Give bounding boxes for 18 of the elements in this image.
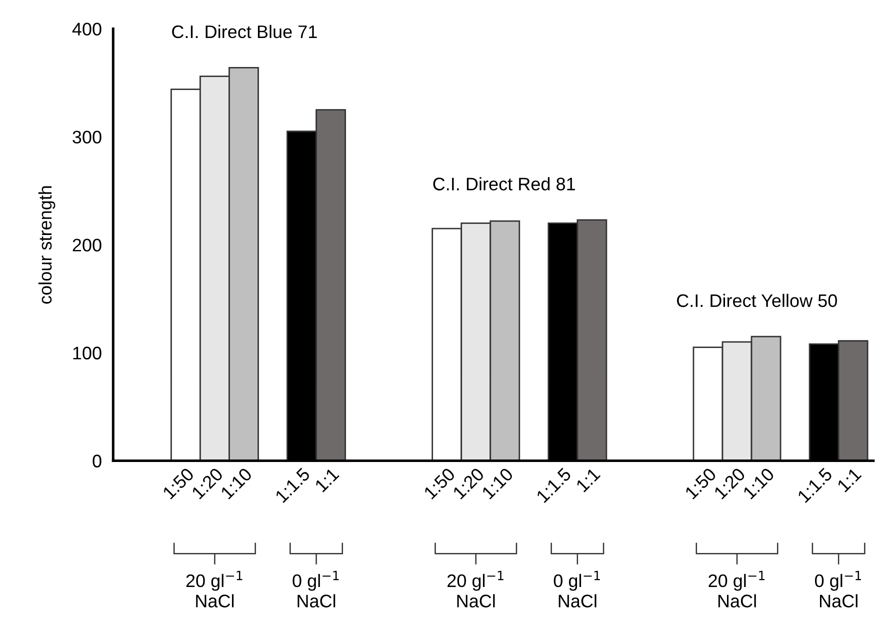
x-tick-label: 1:1	[576, 467, 601, 492]
y-tick-label: 400	[72, 22, 102, 36]
y-tick-label: 200	[72, 238, 102, 252]
text: 20 gl$^{−1}$ NaCl	[186, 570, 242, 608]
text: 0 gl$^{−1}$ NaCl	[554, 570, 600, 608]
y-tick-label: 100	[73, 346, 102, 360]
text: 20 gl$^{−1}$ NaCl	[448, 570, 504, 608]
y-tick-label: 300	[72, 130, 102, 144]
y-tick-label: 0	[92, 454, 102, 468]
x-tick-label: 1:1	[314, 467, 340, 492]
annotation: C.I. Direct Blue 71	[172, 24, 317, 38]
text: 0 gl$^{−1}$ NaCl	[814, 570, 862, 608]
annotation: C.I. Direct Red 81	[433, 177, 575, 190]
text: 20 gl$^{−1}$ NaCl	[708, 570, 765, 608]
text: 0 gl$^{−1}$ NaCl	[292, 570, 339, 608]
x-tick-label: 1:1	[836, 467, 862, 492]
y-axis-title: colour strength	[38, 186, 56, 304]
annotation: C.I. Direct Yellow 50	[676, 294, 837, 308]
